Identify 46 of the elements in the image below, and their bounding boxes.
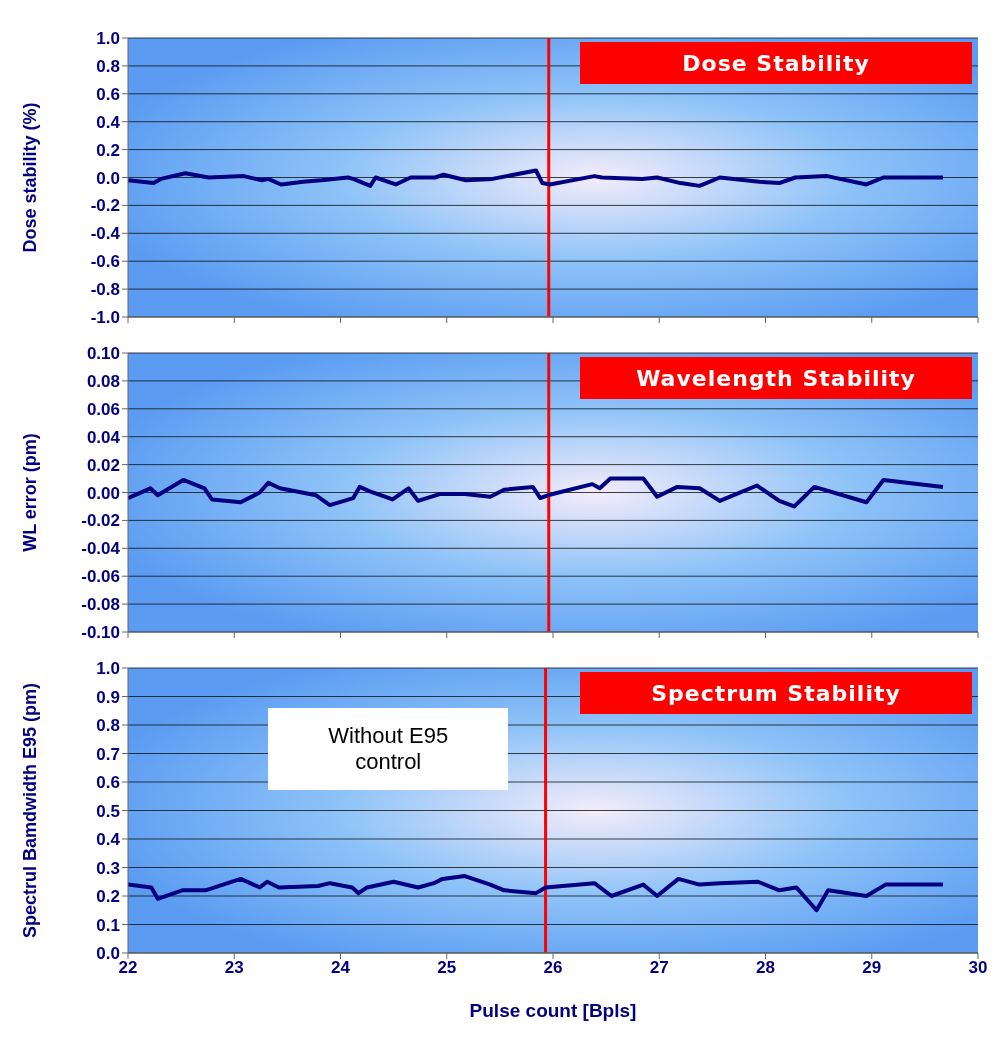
y-tick-label: 0.4 <box>96 112 121 132</box>
x-tick-label: 29 <box>862 958 882 978</box>
y-tick-label: 0.06 <box>86 399 120 419</box>
y-axis-title: Dose stability (%) <box>20 102 41 253</box>
y-tick-label: 0.7 <box>96 744 120 764</box>
y-tick-label: -0.02 <box>81 511 120 531</box>
y-axis-title: WL error (pm) <box>20 433 41 552</box>
y-tick-label: 0.04 <box>86 427 121 447</box>
y-tick-label: 0.6 <box>96 84 120 104</box>
x-tick-label: 25 <box>437 958 457 978</box>
y-axis-title: Spectrul Bamdwidth E95 (pm) <box>20 682 41 939</box>
y-tick-label: 0.3 <box>96 858 120 878</box>
y-tick-label: -0.8 <box>90 280 120 300</box>
y-tick-label: 0.2 <box>96 140 120 160</box>
y-tick-label: 0.10 <box>86 344 120 364</box>
x-tick-label: 24 <box>331 958 351 978</box>
x-tick-label: 22 <box>118 958 138 978</box>
y-tick-label: -0.10 <box>81 623 120 643</box>
y-tick-label: 0.1 <box>96 915 120 935</box>
y-tick-label: -0.08 <box>81 595 120 615</box>
x-tick-label: 28 <box>756 958 775 978</box>
y-tick-label: -0.06 <box>81 567 120 587</box>
x-tick-label: 30 <box>968 958 988 978</box>
y-tick-label: 0.5 <box>96 801 120 821</box>
y-tick-label: -0.4 <box>90 224 121 244</box>
y-tick-label: 0.2 <box>96 887 120 907</box>
y-tick-label: 0.8 <box>96 56 120 76</box>
y-tick-label: 0.08 <box>86 371 120 391</box>
y-tick-label: 1.0 <box>96 659 120 679</box>
x-axis-title: Pulse count [Bpls] <box>469 1000 637 1021</box>
y-tick-label: 0.6 <box>96 773 120 793</box>
y-tick-label: 0.8 <box>96 716 120 736</box>
y-tick-label: 0.4 <box>96 830 121 850</box>
x-tick-label: 27 <box>649 958 669 978</box>
y-tick-label: -0.6 <box>90 252 120 272</box>
y-tick-label: 0.0 <box>96 168 120 188</box>
x-tick-label: 23 <box>224 958 244 978</box>
y-tick-label: 0.02 <box>86 455 120 475</box>
y-tick-label: 1.0 <box>96 29 120 49</box>
y-tick-label: -0.2 <box>90 196 120 216</box>
y-tick-label: 0.0 <box>96 944 120 964</box>
x-tick-label: 26 <box>543 958 563 978</box>
y-tick-label: 0.00 <box>86 483 120 503</box>
y-tick-label: -0.04 <box>81 539 121 559</box>
y-tick-label: 0.9 <box>96 687 120 707</box>
y-tick-label: -1.0 <box>90 308 120 328</box>
